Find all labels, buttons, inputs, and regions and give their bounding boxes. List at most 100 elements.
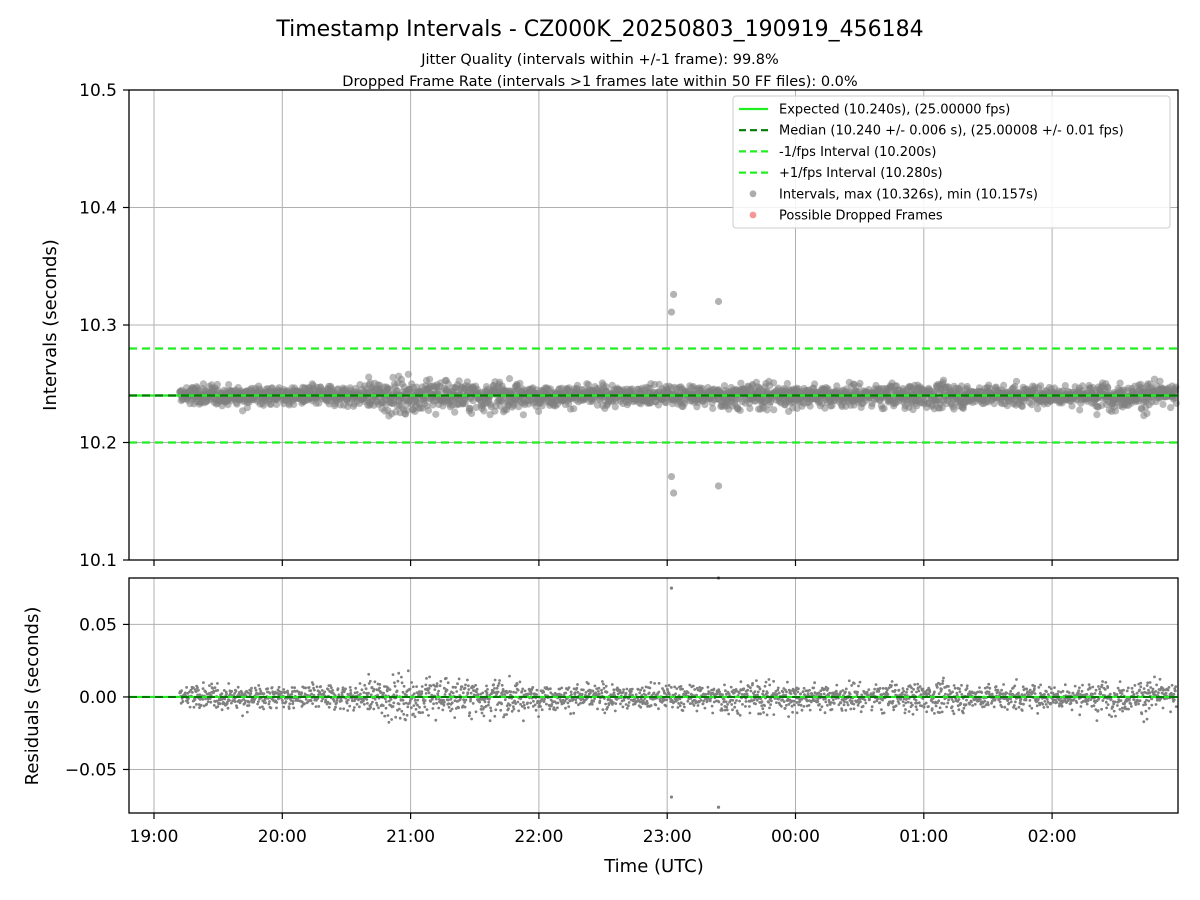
residual-point [890, 680, 894, 683]
residual-point [535, 693, 538, 696]
residual-point [262, 707, 265, 711]
residual-point [762, 711, 765, 714]
residual-point [657, 690, 661, 694]
residual-point [364, 687, 368, 691]
top-y-tick-label: 10.1 [79, 551, 117, 571]
residual-point [464, 683, 467, 687]
residual-point [419, 711, 422, 715]
residual-point [463, 700, 466, 704]
residual-point [1043, 692, 1046, 696]
residual-point [443, 693, 447, 696]
interval-point [1028, 401, 1036, 409]
residual-point [469, 697, 472, 701]
residual-point [507, 707, 510, 711]
residual-point [310, 692, 313, 696]
residual-point [233, 700, 237, 703]
residual-point [455, 690, 459, 693]
residual-point [275, 706, 278, 710]
residual-point [799, 703, 803, 707]
residual-point [724, 692, 728, 696]
residual-point [1009, 700, 1013, 704]
residual-point [669, 686, 673, 689]
residual-point [602, 686, 606, 690]
residual-point [437, 689, 440, 693]
residual-point [903, 711, 907, 715]
residual-point [454, 686, 457, 689]
residual-point [400, 675, 403, 679]
residual-point [415, 685, 418, 688]
residual-point [1049, 687, 1053, 691]
residual-point [1063, 683, 1067, 687]
residual-point [965, 698, 968, 702]
residual-point [818, 708, 822, 712]
residual-point [1044, 703, 1048, 706]
residual-point [346, 698, 350, 702]
residual-point [359, 692, 362, 696]
residual-point [707, 690, 711, 694]
residual-point [420, 690, 424, 694]
residual-point [816, 700, 820, 704]
residual-point [570, 693, 573, 696]
residual-point [902, 704, 906, 707]
legend-item: Possible Dropped Frames [749, 209, 943, 224]
residual-point [290, 692, 294, 696]
interval-outlier-point [714, 297, 723, 306]
residual-point [850, 684, 854, 687]
residual-point [510, 709, 514, 713]
residual-point [957, 698, 961, 701]
residual-point [664, 704, 668, 708]
residual-point [1033, 692, 1037, 695]
residual-point [284, 700, 288, 704]
residual-point [612, 688, 616, 692]
interval-point [480, 407, 488, 415]
residual-point [319, 685, 322, 688]
residual-point [881, 687, 885, 690]
residual-point [425, 677, 428, 680]
residual-point [535, 688, 539, 692]
legend-marker [749, 190, 757, 198]
residual-point [270, 686, 274, 689]
residual-point [485, 693, 489, 697]
residual-point [810, 693, 814, 697]
residual-point [503, 698, 507, 702]
residual-point [935, 686, 939, 689]
residual-point [472, 685, 475, 689]
residual-point [377, 706, 380, 710]
residual-point [433, 688, 437, 691]
residual-point [398, 716, 402, 720]
residual-point [1031, 691, 1035, 694]
residual-point [478, 700, 482, 704]
residual-point [927, 705, 930, 708]
residual-point [340, 699, 343, 703]
residual-point [428, 675, 431, 679]
residual-point [494, 708, 498, 712]
residual-point [320, 699, 324, 703]
interval-point [403, 406, 411, 414]
chart-subtitle-jitter: Jitter Quality (intervals within +/-1 fr… [420, 52, 779, 68]
residual-point [849, 707, 853, 711]
residual-point [657, 707, 660, 711]
residual-point [462, 698, 465, 702]
residual-point [950, 705, 954, 708]
residual-point [907, 710, 911, 713]
residual-point [994, 688, 998, 692]
residual-point [345, 701, 349, 705]
residual-point [508, 703, 512, 707]
residual-point [622, 688, 625, 691]
residual-point [186, 701, 190, 705]
residual-point [386, 686, 390, 690]
residual-point [435, 684, 439, 688]
residual-point [826, 703, 829, 707]
residual-point [717, 688, 721, 691]
residual-point [545, 702, 548, 706]
residual-point [1046, 705, 1050, 709]
residual-point [370, 686, 374, 689]
residual-point [470, 717, 473, 721]
residual-point [927, 692, 931, 696]
residual-point [268, 691, 272, 695]
residual-point [446, 681, 450, 685]
interval-point [570, 405, 578, 413]
residual-point [911, 712, 915, 716]
top-intervals-points [176, 290, 1180, 497]
residual-point [899, 697, 903, 701]
